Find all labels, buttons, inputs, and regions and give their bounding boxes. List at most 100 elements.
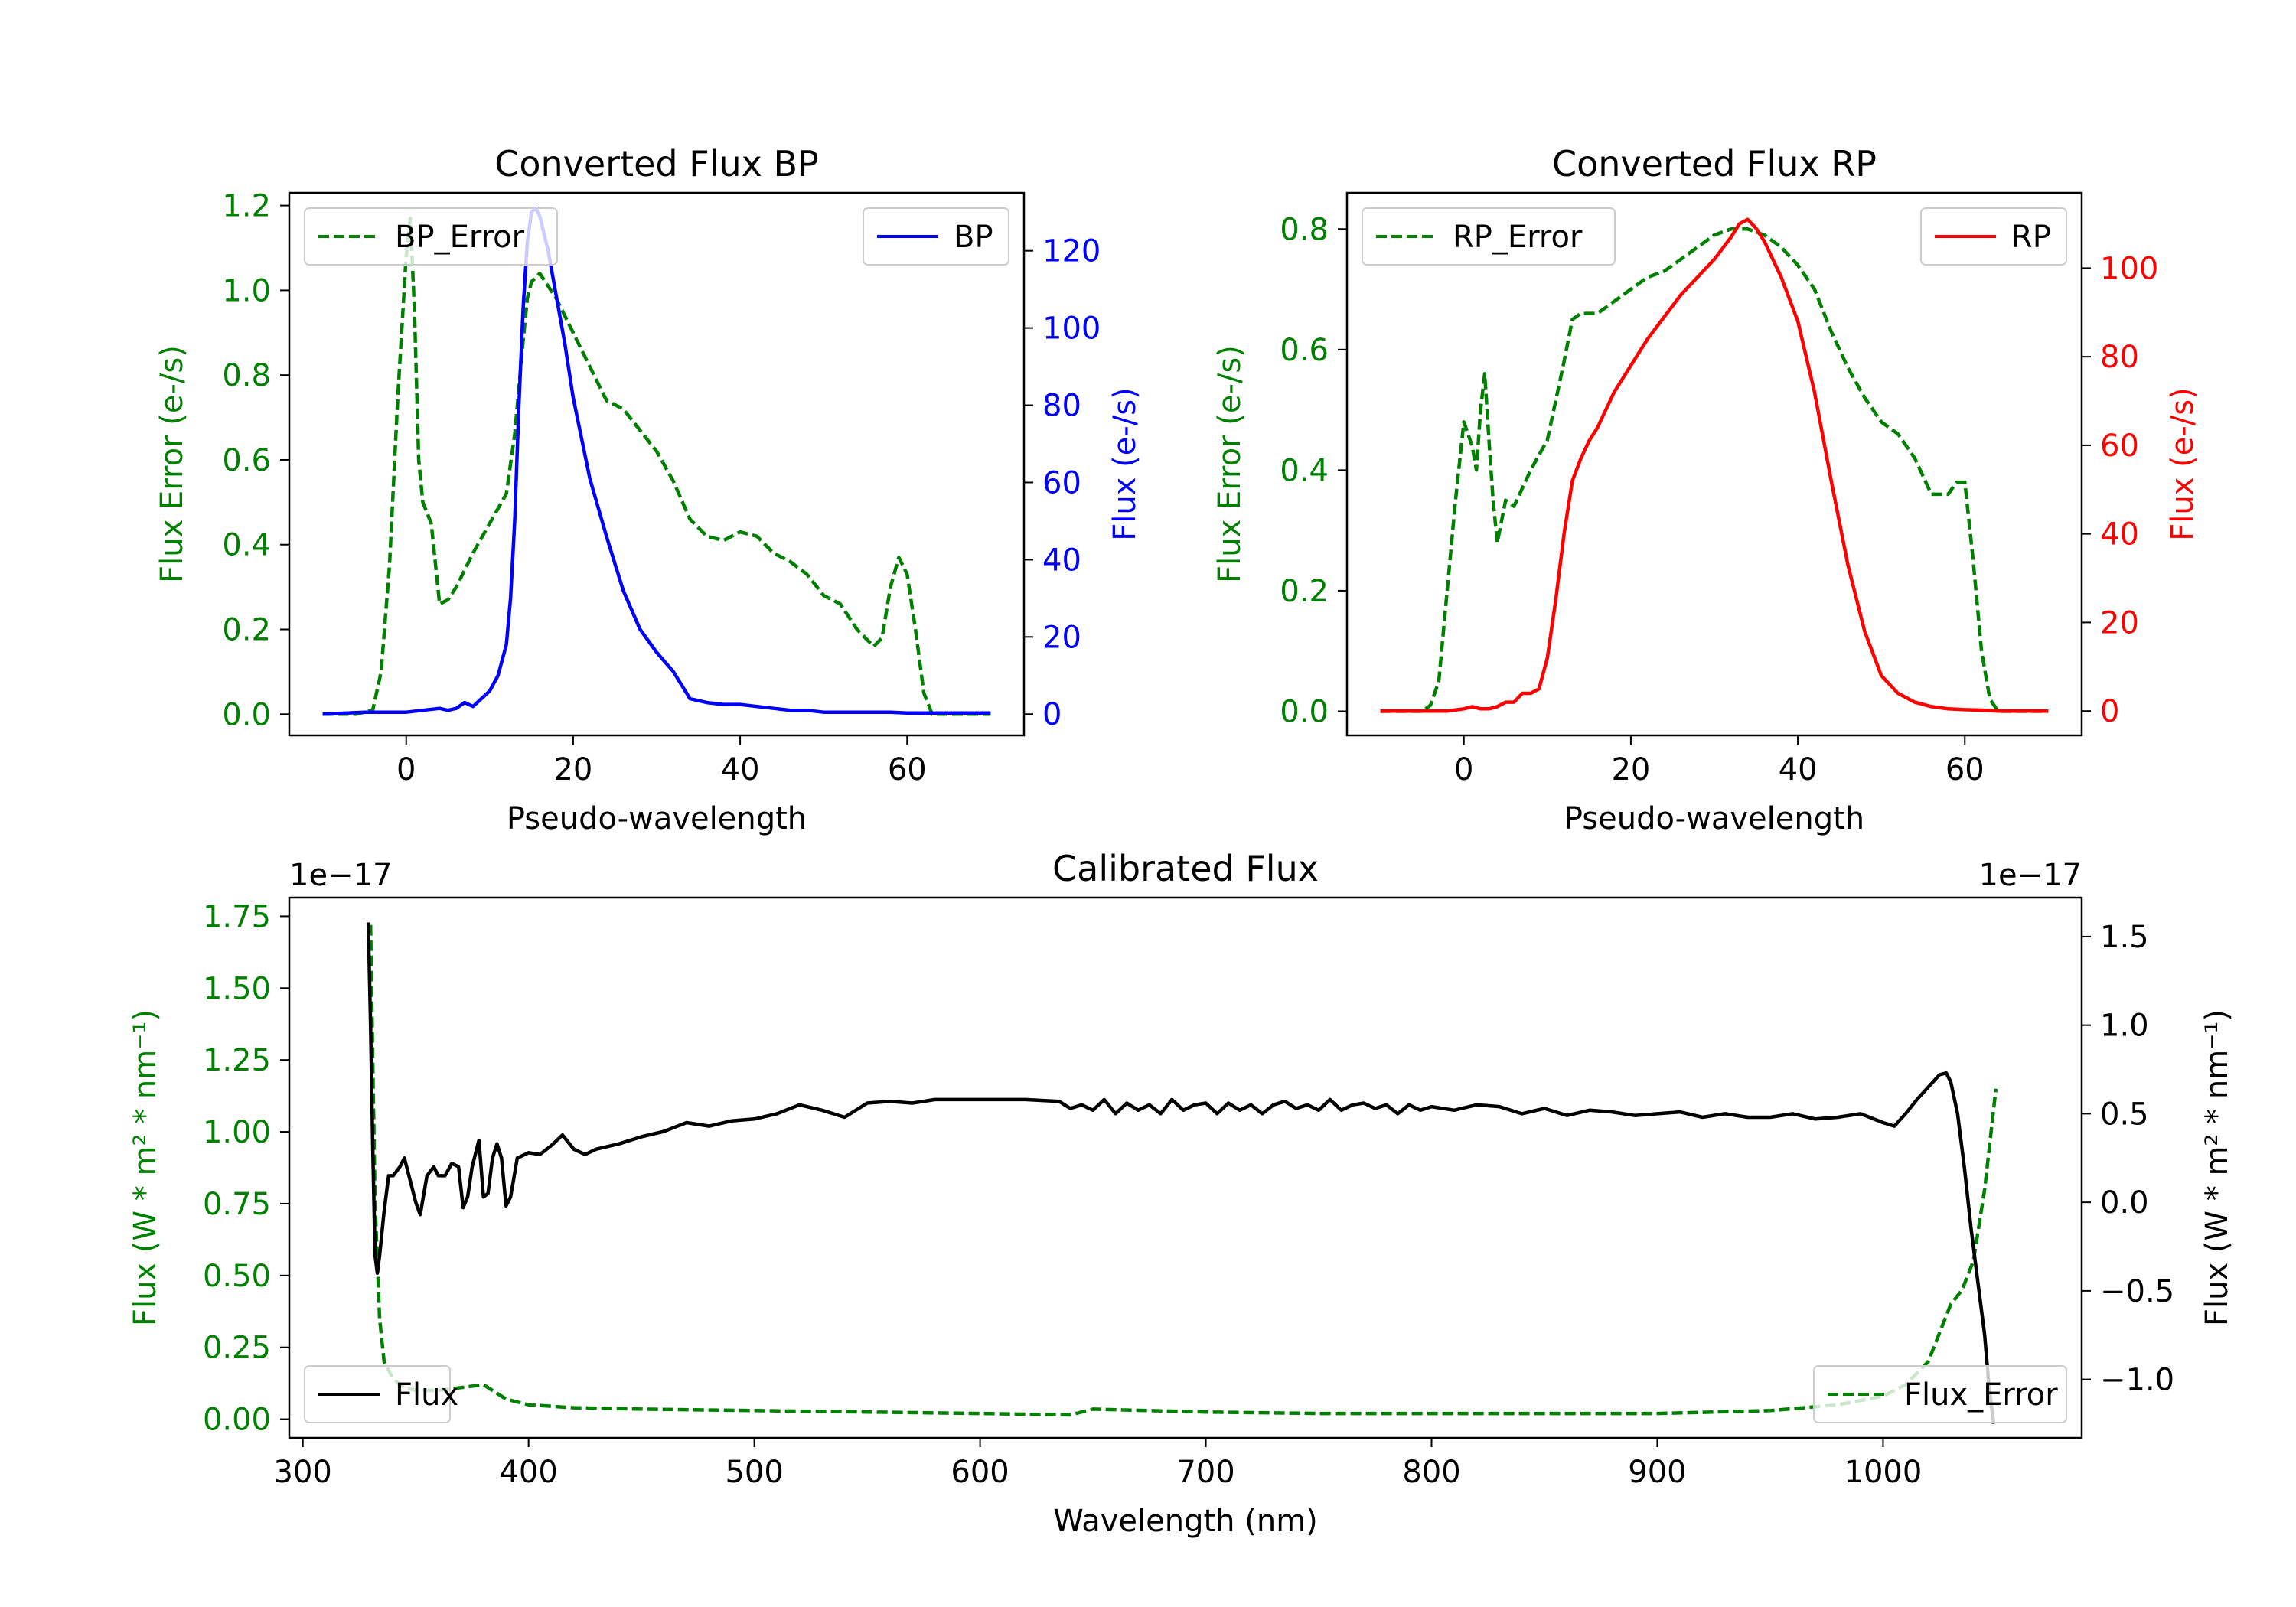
- y-right-tick-label: 80: [1042, 389, 1081, 424]
- x-tick-label: 300: [274, 1455, 332, 1490]
- rp-error-legend-label: RP_Error: [1453, 220, 1583, 255]
- y-right-tick-label: 0: [2100, 694, 2119, 729]
- x-tick-label: 800: [1402, 1455, 1460, 1490]
- y-left-tick-label: 0.4: [1280, 453, 1329, 488]
- series-line-bp-error: [322, 216, 991, 716]
- x-tick-label: 60: [1945, 752, 1985, 787]
- series-line-rp-error: [1380, 227, 2049, 713]
- calibrated-error-legend: Flux_Error: [1813, 1365, 2067, 1423]
- series-line-flux-error: [368, 924, 1998, 1417]
- calibrated-y-left-axis-label: Flux (W * m² * nm⁻¹): [128, 1009, 163, 1326]
- series-line-flux: [366, 922, 1996, 1424]
- y-left-tick-label: 0.75: [203, 1187, 271, 1222]
- rp-error-legend: RP_Error: [1362, 207, 1616, 266]
- y-right-tick-label: 60: [2100, 429, 2139, 464]
- y-right-tick-label: −1.0: [2100, 1363, 2174, 1398]
- y-left-tick-label: 1.25: [203, 1043, 271, 1078]
- bp-series-group: [322, 206, 991, 716]
- y-left-tick-label: 1.50: [203, 971, 271, 1006]
- y-right-tick-label: 0.5: [2100, 1097, 2149, 1132]
- rp-chart-panel: 0 20 40 60 0.0 0.2 0.4 0.6 0.8 0 20 40 60 80 100 Conver…: [1212, 143, 2200, 836]
- bp-error-legend-box: [304, 207, 558, 266]
- y-left-offset-label: 1e−17: [289, 858, 392, 893]
- rp-y-left-axis-label: Flux Error (e-/s): [1212, 345, 1247, 583]
- y-right-tick-label: 100: [1042, 311, 1101, 347]
- y-left-tick-label: 0.8: [1280, 212, 1329, 247]
- series-line-rp: [1380, 217, 2049, 713]
- y-left-tick-label: 0.25: [203, 1331, 271, 1366]
- x-tick-label: 500: [725, 1455, 783, 1490]
- calibrated-x-axis-label: Wavelength (nm): [1053, 1504, 1318, 1539]
- series-line-bp: [322, 206, 991, 716]
- y-left-tick-label: 1.75: [203, 899, 271, 934]
- y-left-tick-label: 0.6: [222, 443, 271, 478]
- bp-flux-legend-label: BP: [954, 220, 993, 255]
- x-tick-label: 400: [499, 1455, 557, 1490]
- y-right-tick-label: 100: [2100, 251, 2158, 286]
- calibrated-chart-title: Calibrated Flux: [1052, 848, 1319, 889]
- bp-error-legend: BP_Error: [304, 207, 558, 266]
- rp-flux-legend-label: RP: [2011, 220, 2051, 255]
- x-tick-label: 600: [951, 1455, 1009, 1490]
- y-left-tick-label: 1.2: [222, 189, 271, 224]
- bp-plot-frame: [288, 191, 1026, 737]
- y-right-tick-label: 40: [1042, 543, 1081, 578]
- y-left-tick-label: 0.2: [222, 613, 271, 648]
- bp-flux-legend: BP: [863, 207, 1009, 266]
- bp-error-legend-label: BP_Error: [395, 220, 525, 255]
- y-left-tick-label: 0.0: [222, 697, 271, 732]
- rp-flux-legend: RP: [1920, 207, 2067, 266]
- y-right-tick-label: 20: [2100, 605, 2139, 641]
- y-right-tick-label: 0: [1042, 697, 1062, 732]
- x-tick-label: 40: [1779, 752, 1818, 787]
- calibrated-flux-legend-label: Flux: [395, 1377, 458, 1413]
- y-right-tick-label: 1.0: [2100, 1009, 2149, 1044]
- calibrated-series-group: [366, 922, 1998, 1424]
- y-right-offset-label: 1e−17: [1979, 858, 2082, 893]
- y-left-tick-label: 0.0: [1280, 694, 1329, 729]
- x-tick-label: 40: [721, 752, 760, 787]
- x-tick-label: 0: [1454, 752, 1473, 787]
- x-tick-label: 0: [396, 752, 416, 787]
- rp-error-legend-box: [1362, 207, 1616, 266]
- y-left-tick-label: 0.50: [203, 1259, 271, 1294]
- calibrated-error-legend-label: Flux_Error: [1904, 1377, 2058, 1413]
- y-left-tick-label: 0.8: [222, 358, 271, 393]
- bp-chart-panel: 0 20 40 60 0.0 0.2 0.4 0.6 0.8 1.0 1.2 0 20 40 60 80 100…: [155, 143, 1143, 836]
- calibrated-chart-panel: 300 400 500 600 700 800 900 1000 0.00 0.25 0.50 0.7…: [128, 848, 2235, 1539]
- calibrated-error-legend-box: [1813, 1365, 2067, 1423]
- y-right-tick-label: 40: [2100, 517, 2139, 553]
- y-left-tick-label: 0.00: [203, 1403, 271, 1438]
- calibrated-y-right-axis-label: Flux (W * m² * nm⁻¹): [2200, 1009, 2235, 1326]
- calibrated-flux-legend: Flux: [304, 1365, 458, 1423]
- y-right-tick-label: 0.0: [2100, 1185, 2149, 1221]
- bp-x-axis-label: Pseudo-wavelength: [507, 801, 807, 836]
- y-right-tick-label: 120: [1042, 234, 1101, 269]
- rp-y-right-axis-label: Flux (e-/s): [2165, 387, 2200, 540]
- y-right-tick-label: 80: [2100, 340, 2139, 375]
- y-left-tick-label: 0.4: [222, 528, 271, 563]
- rp-chart-title: Converted Flux RP: [1552, 143, 1877, 184]
- x-tick-label: 700: [1176, 1455, 1234, 1490]
- calibrated-plot-frame: [288, 896, 2083, 1439]
- y-right-tick-label: −0.5: [2100, 1274, 2174, 1309]
- rp-x-axis-label: Pseudo-wavelength: [1564, 801, 1864, 836]
- x-tick-label: 1000: [1844, 1455, 1923, 1490]
- y-left-tick-label: 0.2: [1280, 574, 1329, 609]
- y-right-tick-label: 60: [1042, 465, 1081, 500]
- rp-series-group: [1380, 217, 2049, 713]
- rp-plot-frame: [1345, 191, 2083, 737]
- y-right-tick-label: 1.5: [2100, 920, 2149, 955]
- y-left-tick-label: 1.00: [203, 1115, 271, 1150]
- bp-y-left-axis-label: Flux Error (e-/s): [155, 345, 190, 583]
- y-left-tick-label: 1.0: [222, 273, 271, 308]
- x-tick-label: 20: [1611, 752, 1650, 787]
- y-right-tick-label: 20: [1042, 620, 1081, 655]
- x-tick-label: 20: [553, 752, 592, 787]
- bp-y-right-axis-label: Flux (e-/s): [1107, 387, 1143, 540]
- y-left-tick-label: 0.6: [1280, 333, 1329, 368]
- x-tick-label: 900: [1628, 1455, 1686, 1490]
- x-tick-label: 60: [888, 752, 927, 787]
- bp-chart-title: Converted Flux BP: [494, 143, 819, 184]
